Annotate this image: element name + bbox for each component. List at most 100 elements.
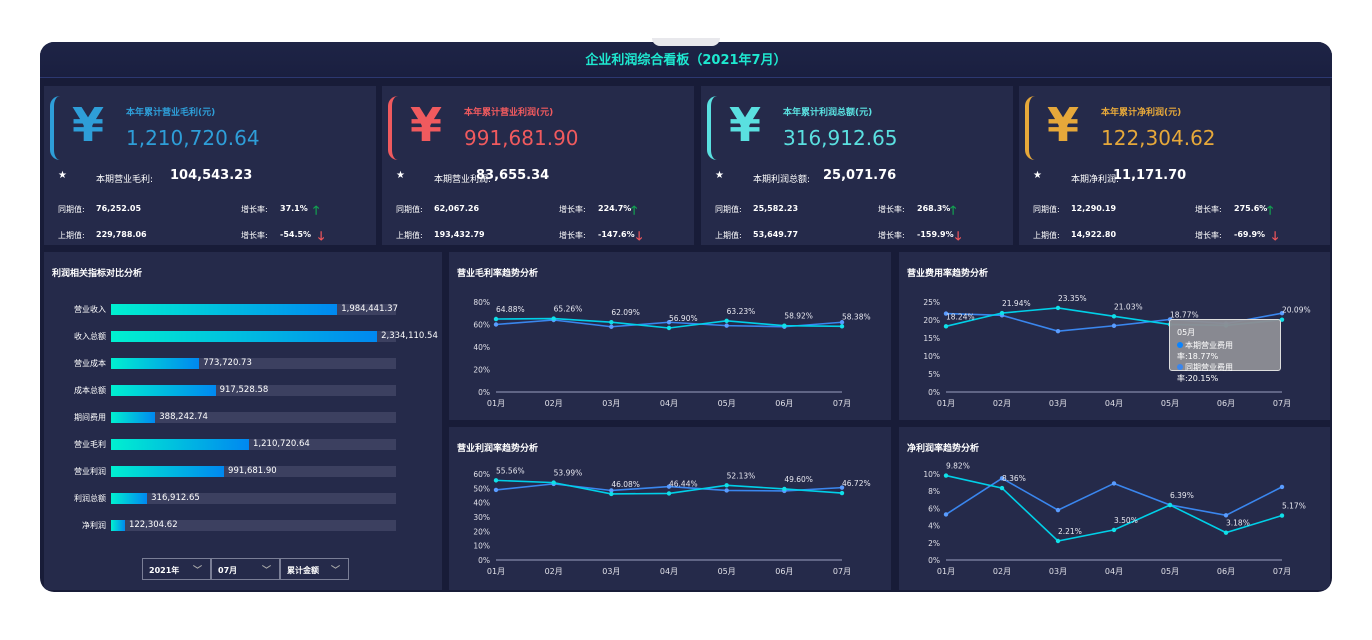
bar[interactable] [111, 358, 200, 369]
data-point[interactable] [609, 488, 614, 493]
data-label: 5.17% [1282, 502, 1306, 511]
bar-value-label: 991,681.90 [228, 466, 277, 476]
data-point[interactable] [551, 480, 556, 485]
data-point[interactable] [724, 488, 729, 493]
data-label: 8.36% [1002, 474, 1026, 483]
yoy-rate-label: 增长率: [1195, 205, 1222, 214]
bar[interactable] [111, 493, 148, 504]
bar-track [111, 520, 396, 531]
data-point[interactable] [724, 318, 729, 324]
data-point[interactable] [493, 487, 499, 493]
mom-label: 上期值: [396, 231, 423, 240]
data-point[interactable] [1279, 513, 1285, 518]
data-point[interactable] [666, 320, 672, 325]
data-point[interactable] [1055, 507, 1061, 513]
data-point[interactable] [782, 486, 787, 492]
bar-value-label: 773,720.73 [203, 358, 252, 368]
data-point[interactable] [724, 323, 729, 328]
data-point[interactable] [1055, 305, 1061, 311]
data-point[interactable] [1223, 530, 1229, 535]
data-point[interactable] [999, 310, 1005, 316]
data-point[interactable] [999, 476, 1005, 481]
bar-row: 成本总额 917,528.58 [44, 385, 444, 396]
data-point[interactable] [1279, 310, 1285, 316]
data-point[interactable] [943, 512, 949, 517]
arrow-down-icon: 🡓 [1272, 229, 1279, 243]
data-point[interactable] [839, 324, 845, 329]
mom-value: 193,432.79 [434, 230, 485, 239]
data-point[interactable] [839, 485, 845, 490]
data-point[interactable] [839, 490, 845, 496]
data-point[interactable] [666, 484, 672, 489]
data-point[interactable] [1055, 538, 1061, 544]
x-tick-label: 07月 [833, 399, 851, 408]
data-point[interactable] [1111, 323, 1117, 328]
year-select[interactable]: 2021年 ﹀ [142, 558, 211, 580]
arrow-up-icon: 🡑 [1267, 203, 1274, 217]
data-point[interactable] [551, 316, 556, 321]
data-point[interactable] [839, 320, 845, 325]
tooltip-row: 本期营业费用率:18.77% [1177, 340, 1273, 362]
bar-category-label: 利润总额 [74, 494, 106, 503]
x-tick-label: 03月 [1049, 399, 1067, 408]
data-point[interactable] [1055, 328, 1061, 334]
x-tick-label: 07月 [1273, 567, 1291, 576]
bar[interactable] [111, 439, 250, 450]
data-point[interactable] [943, 324, 949, 329]
panel-title: 营业毛利率趋势分析 [457, 269, 539, 279]
data-point[interactable] [724, 483, 729, 488]
chevron-down-icon: ﹀ [192, 566, 202, 576]
y-tick-label: 15% [923, 334, 940, 343]
mom-rate: -69.9% [1234, 230, 1266, 239]
data-point[interactable] [609, 491, 614, 497]
yoy-value: 76,252.05 [96, 204, 142, 213]
yen-icon: ¥ [410, 98, 443, 152]
data-point[interactable] [943, 473, 949, 478]
x-tick-label: 05月 [1161, 567, 1179, 576]
data-point[interactable] [493, 478, 499, 483]
data-point[interactable] [1111, 481, 1117, 486]
data-point[interactable] [999, 485, 1005, 491]
bar[interactable] [111, 331, 378, 342]
data-point[interactable] [609, 324, 614, 329]
bar-value-label: 1,210,720.64 [253, 439, 310, 449]
data-point[interactable] [1167, 502, 1173, 508]
yoy-rate: 224.7% [598, 204, 632, 213]
y-tick-label: 30% [473, 513, 490, 522]
bar[interactable] [111, 520, 125, 531]
data-point[interactable] [493, 322, 499, 327]
tooltip-row-label: 同期营业费用率:20.15% [1177, 363, 1233, 383]
bar[interactable] [111, 412, 156, 423]
data-point[interactable] [609, 319, 614, 325]
data-point[interactable] [666, 491, 672, 496]
bar[interactable] [111, 466, 225, 477]
y-tick-label: 8% [928, 487, 940, 496]
data-label: 9.82% [946, 462, 970, 471]
y-tick-label: 5% [928, 370, 940, 379]
line-chart: 0% 10% 20% 30% 40% 50% 60% 01月 02月 03月 04月 05月 06月 07… [473, 466, 870, 576]
bar-category-label: 净利润 [82, 521, 106, 530]
data-point[interactable] [493, 316, 499, 322]
data-label: 56.90% [669, 314, 698, 323]
data-point[interactable] [1223, 513, 1229, 518]
data-point[interactable] [1111, 314, 1117, 319]
panel-title: 营业利润率趋势分析 [457, 444, 539, 454]
bar[interactable] [111, 385, 216, 396]
y-tick-label: 20% [923, 316, 940, 325]
arrow-down-icon: 🡓 [318, 229, 325, 243]
bar-row: 期间费用 388,242.74 [44, 412, 444, 423]
bar-row: 营业利润 991,681.90 [44, 466, 444, 477]
chevron-down-icon: ﹀ [330, 566, 340, 576]
month-select[interactable]: 07月 ﹀ [211, 558, 280, 580]
data-point[interactable] [782, 323, 787, 328]
data-label: 18.24% [946, 312, 975, 321]
yoy-rate: 268.3% [917, 204, 951, 213]
yoy-rate: 37.1% [280, 204, 308, 213]
mom-rate: -159.9% [917, 230, 954, 239]
amount-type-select[interactable]: 累计金额 ﹀ [280, 558, 349, 580]
data-point[interactable] [943, 311, 949, 316]
data-point[interactable] [1111, 527, 1117, 533]
data-point[interactable] [1279, 484, 1285, 490]
data-point[interactable] [666, 325, 672, 331]
bar[interactable] [111, 304, 338, 315]
